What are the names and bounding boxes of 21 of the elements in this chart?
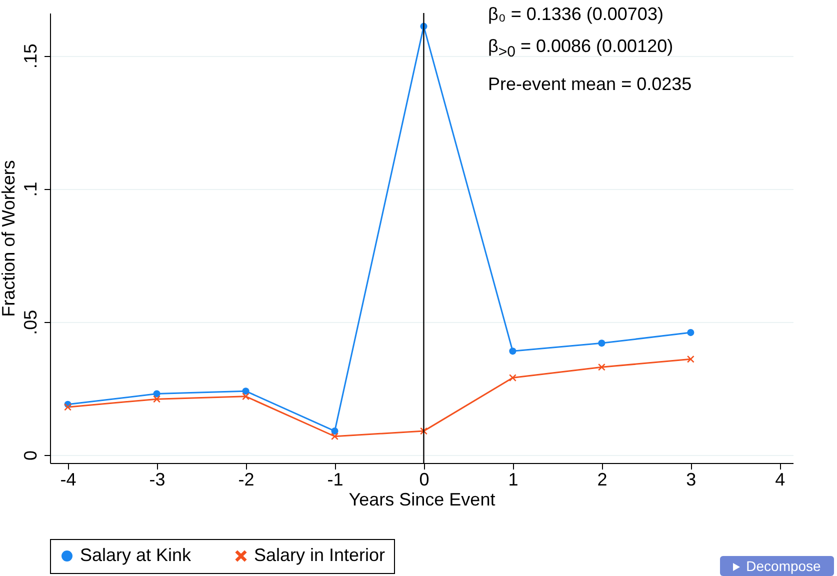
x-tick-label: -2 xyxy=(238,470,254,490)
x-tick-label: 2 xyxy=(597,470,608,490)
legend-label: Salary at Kink xyxy=(80,545,192,565)
x-axis-title: Years Since Event xyxy=(348,490,496,510)
annotation: β$_{>0}$ = 0.0086 (0.00120) xyxy=(488,36,674,61)
y-axis-title: Fraction of Workers xyxy=(0,160,18,317)
x-tick-label: -1 xyxy=(327,470,344,490)
x-tick-label: -3 xyxy=(149,470,166,490)
decompose-button: Decompose xyxy=(720,556,834,576)
legend-label: Salary in Interior xyxy=(254,545,386,565)
x-tick-label: 4 xyxy=(775,470,786,490)
annotation: β₀ = 0.1336 (0.00703) xyxy=(488,4,664,25)
x-tick-label: 3 xyxy=(686,470,696,490)
annotation: Pre-event mean = 0.0235 xyxy=(488,74,692,95)
x-tick-label: 1 xyxy=(508,470,518,490)
y-tick-label: 0 xyxy=(20,450,40,461)
x-tick-label: -4 xyxy=(60,470,76,490)
y-tick-label: .1 xyxy=(20,182,40,197)
x-tick-label: 0 xyxy=(419,470,430,490)
y-tick-label: .05 xyxy=(20,310,40,335)
y-tick-label: .15 xyxy=(20,44,40,69)
